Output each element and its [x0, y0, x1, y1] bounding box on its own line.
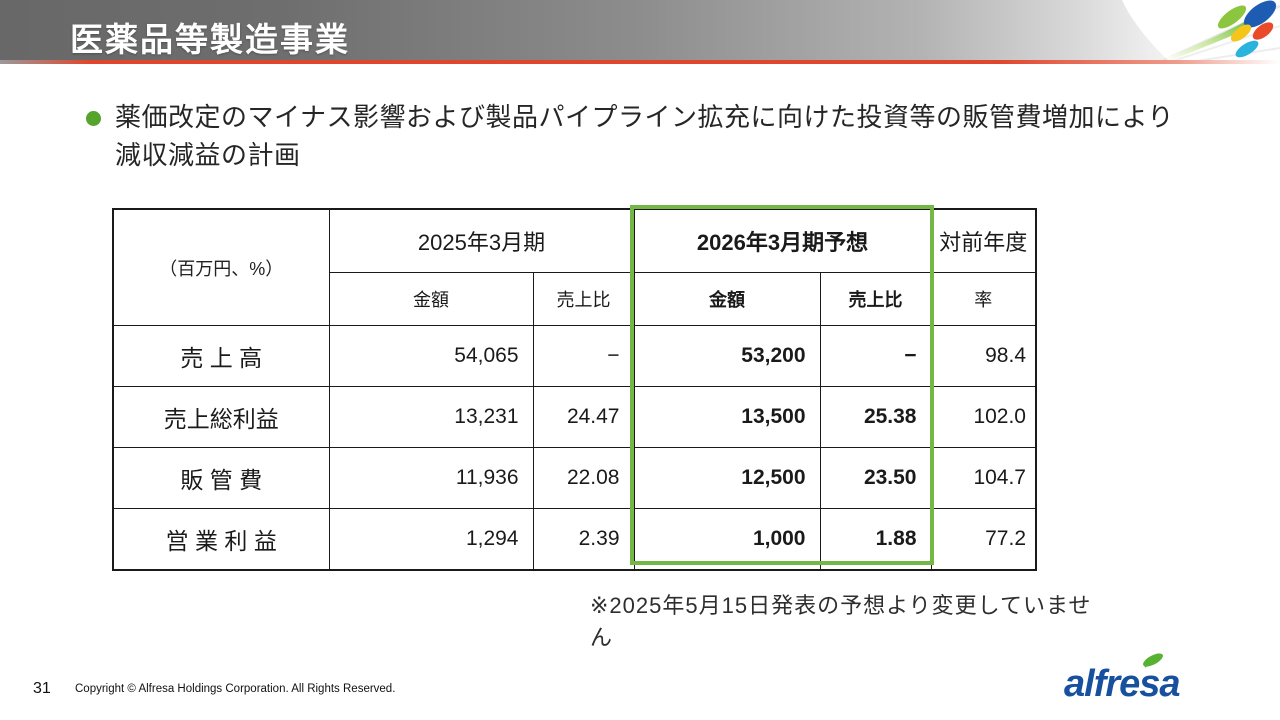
- cell-value: 1.88: [819, 508, 932, 571]
- cell-value: 22.08: [532, 447, 635, 509]
- cell-value: 25.38: [819, 386, 932, 448]
- table-row-net-sales: 売 上 高 54,065 − 53,200 − 98.4: [112, 325, 1037, 387]
- cell-value: 24.47: [532, 386, 635, 448]
- table-header-groups: （百万円、%） 2025年3月期 2026年3月期予想 対前年度: [112, 208, 1037, 326]
- cell-value: 11,936: [328, 447, 534, 509]
- alfresa-logo: alfresa: [1064, 653, 1181, 705]
- cell-value: 104.7: [930, 447, 1037, 509]
- cell-value: −: [819, 325, 932, 387]
- financial-table-wrap: （百万円、%） 2025年3月期 2026年3月期予想 対前年度 金額 売上比 …: [112, 205, 1037, 571]
- cell-value: 102.0: [930, 386, 1037, 448]
- key-message-text: 薬価改定のマイナス影響および製品パイプライン拡充に向けた投資等の販管費増加により…: [115, 102, 1174, 170]
- table-row-sga: 販 管 費 11,936 22.08 12,500 23.50 104.7: [112, 447, 1037, 509]
- cell-value: 23.50: [819, 447, 932, 509]
- row-label: 営 業 利 益: [112, 508, 330, 571]
- cell-value: 54,065: [328, 325, 534, 387]
- cell-value: −: [532, 325, 635, 387]
- cell-value: 1,294: [328, 508, 534, 571]
- financial-table: （百万円、%） 2025年3月期 2026年3月期予想 対前年度 金額 売上比 …: [112, 208, 1037, 571]
- header-accent-line: [0, 60, 1280, 64]
- cell-value: 77.2: [930, 508, 1037, 571]
- unit-label-cell: （百万円、%）: [112, 208, 330, 326]
- cell-value: 2.39: [532, 508, 635, 571]
- subheader-ratio-2025: 売上比: [532, 272, 635, 326]
- slide-header-bar: 医薬品等製造事業: [0, 0, 1280, 60]
- page-title: 医薬品等製造事業: [70, 21, 350, 58]
- col-group-yoy: 対前年度: [930, 208, 1037, 273]
- copyright-text: Copyright © Alfresa Holdings Corporation…: [75, 683, 396, 695]
- table-header-subs: 金額 売上比 金額 売上比 率: [113, 272, 1037, 326]
- cell-value: 53,200: [633, 325, 821, 387]
- alfresa-logo-text: alfresa: [1064, 663, 1180, 705]
- table-row-operating-income: 営 業 利 益 1,294 2.39 1,000 1.88 77.2: [112, 508, 1037, 571]
- col-group-fy2025: 2025年3月期: [328, 208, 635, 273]
- bullet-icon: [86, 111, 101, 126]
- row-label: 売上総利益: [112, 386, 330, 448]
- subheader-amount-2025: 金額: [328, 272, 534, 326]
- col-group-fy2026-forecast: 2026年3月期予想: [633, 208, 932, 273]
- subheader-amount-2026: 金額: [633, 272, 821, 326]
- subheader-rate: 率: [930, 272, 1037, 326]
- row-label: 売 上 高: [112, 325, 330, 387]
- cell-value: 12,500: [633, 447, 821, 509]
- cell-value: 13,231: [328, 386, 534, 448]
- cell-value: 1,000: [633, 508, 821, 571]
- footnote: ※2025年5月15日発表の予想より変更していません: [590, 593, 1092, 650]
- cell-value: 98.4: [930, 325, 1037, 387]
- subheader-ratio-2026: 売上比: [819, 272, 932, 326]
- table-row-gross-profit: 売上総利益 13,231 24.47 13,500 25.38 102.0: [112, 386, 1037, 448]
- cell-value: 13,500: [633, 386, 821, 448]
- alfresa-leaves-icon: [1122, 0, 1280, 64]
- row-label: 販 管 費: [112, 447, 330, 509]
- key-message: 薬価改定のマイナス影響および製品パイプライン拡充に向けた投資等の販管費増加により…: [86, 98, 1196, 174]
- page-number: 31: [33, 680, 51, 697]
